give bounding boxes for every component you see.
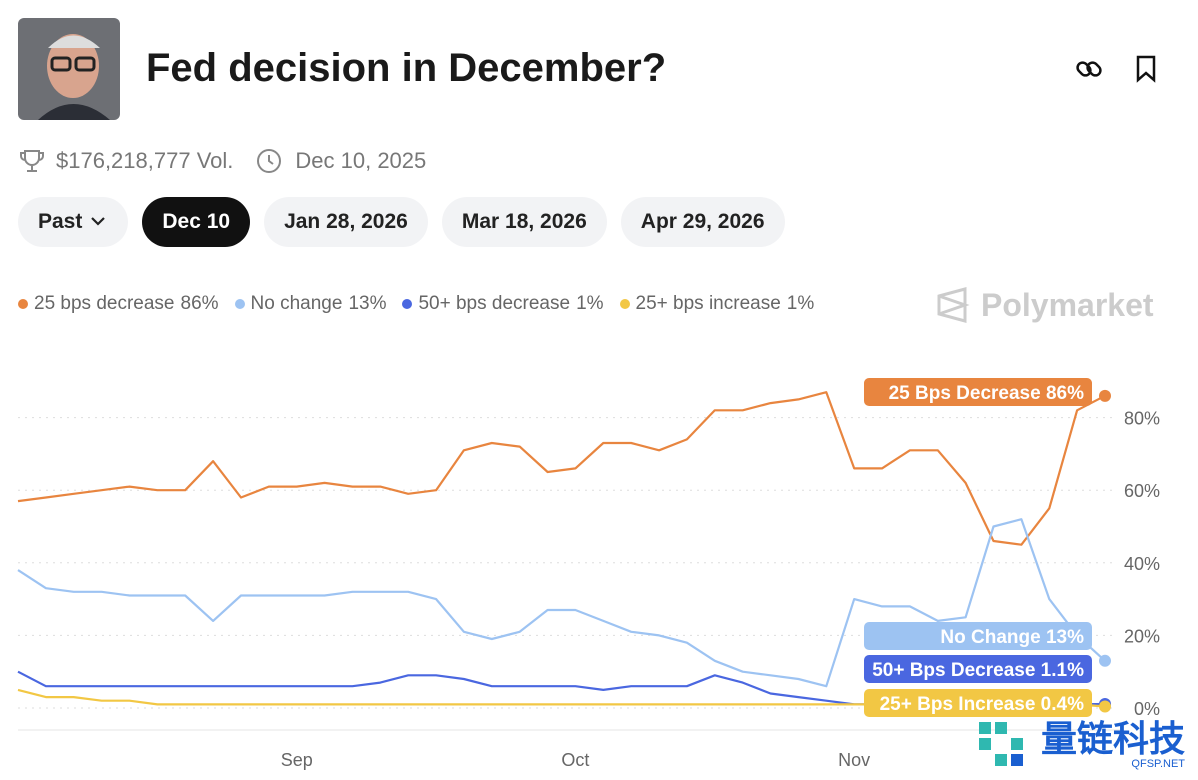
legend-item: No change 13% bbox=[234, 293, 387, 315]
bookmark-icon[interactable] bbox=[1134, 54, 1160, 84]
legend: 25 bps decrease 86% No change 13% 50+ bps de… bbox=[18, 293, 814, 315]
brand: Polymarket bbox=[935, 286, 1154, 324]
series-line bbox=[17, 518, 1106, 688]
trophy-icon bbox=[20, 150, 44, 172]
x-tick-label: Oct bbox=[561, 750, 589, 770]
tab[interactable]: Apr 29, 2026 bbox=[620, 197, 785, 247]
chart: 0% 20% 40% 60% 80% Sep Oct Nov 25 Bps Decrease 8… bbox=[17, 378, 1160, 770]
title: Fed decision in December? bbox=[146, 46, 667, 90]
legend-dot bbox=[18, 299, 28, 309]
y-tick-label: 80% bbox=[1124, 409, 1160, 429]
brand-logo bbox=[937, 287, 970, 323]
watermark-text: 量链科技 bbox=[1041, 718, 1186, 759]
end-label: No Change 13% bbox=[940, 627, 1084, 648]
y-tick-label: 60% bbox=[1124, 481, 1160, 501]
legend-dot bbox=[619, 299, 630, 309]
legend-percent: 86% bbox=[180, 293, 219, 314]
volume: $176,218,777 Vol. bbox=[56, 148, 234, 173]
watermark: 量链科技 QFSP.NET bbox=[975, 718, 1185, 772]
end-dot bbox=[1099, 700, 1111, 713]
date: Dec 10, 2025 bbox=[295, 148, 427, 173]
watermark-site: QFSP.NET bbox=[1131, 758, 1186, 770]
tab[interactable]: Jan 28, 2026 bbox=[264, 197, 428, 247]
clock-icon bbox=[257, 149, 282, 173]
brand-name: Polymarket bbox=[981, 286, 1154, 323]
end-label: 25+ Bps Increase 0.4% bbox=[880, 694, 1084, 715]
y-tick-label: 40% bbox=[1124, 554, 1160, 574]
end-label: 50+ Bps Decrease 1.1% bbox=[872, 660, 1084, 681]
series-line bbox=[17, 391, 1106, 546]
legend-item: 25+ bps increase 1% bbox=[619, 293, 815, 315]
end-label-bg bbox=[864, 378, 1092, 406]
link-icon[interactable] bbox=[1074, 54, 1104, 84]
legend-item: 50+ bps decrease 1% bbox=[402, 293, 604, 315]
tab[interactable]: Mar 18, 2026 bbox=[441, 197, 607, 247]
end-dot bbox=[1099, 654, 1111, 667]
end-label-bg bbox=[864, 689, 1092, 717]
legend-percent: 1% bbox=[576, 293, 604, 314]
tab[interactable]: Past bbox=[18, 197, 129, 247]
x-tick-label: Nov bbox=[838, 750, 870, 770]
legend-item: 25 bps decrease 86% bbox=[18, 293, 219, 315]
y-tick-label: 0% bbox=[1134, 699, 1160, 719]
legend-percent: 13% bbox=[348, 293, 387, 314]
y-tick-label: 20% bbox=[1124, 626, 1160, 646]
end-dot bbox=[1099, 389, 1111, 402]
legend-name: 25 bps decrease bbox=[34, 293, 175, 314]
end-label: 25 Bps Decrease 86% bbox=[889, 383, 1085, 404]
x-tick-label: Sep bbox=[281, 750, 313, 770]
meta: $176,218,777 Vol. Dec 10, 2025 bbox=[18, 147, 426, 175]
legend-dot bbox=[234, 299, 245, 309]
tab[interactable]: Dec 10 bbox=[142, 197, 251, 247]
chevron bbox=[82, 210, 108, 234]
legend-name: 50+ bps decrease bbox=[418, 293, 571, 314]
watermark-logo bbox=[979, 722, 1023, 766]
legend-dot bbox=[402, 299, 413, 309]
legend-name: No change bbox=[250, 293, 343, 314]
tabs: Past Dec 10 Jan 28, 2026 Mar 18, 2026 Apr 29… bbox=[18, 197, 785, 247]
end-label-bg bbox=[864, 622, 1092, 650]
end-label-bg bbox=[864, 655, 1092, 683]
legend-name: 25+ bps increase bbox=[635, 293, 781, 314]
avatar bbox=[18, 18, 120, 120]
legend-percent: 1% bbox=[786, 293, 815, 314]
